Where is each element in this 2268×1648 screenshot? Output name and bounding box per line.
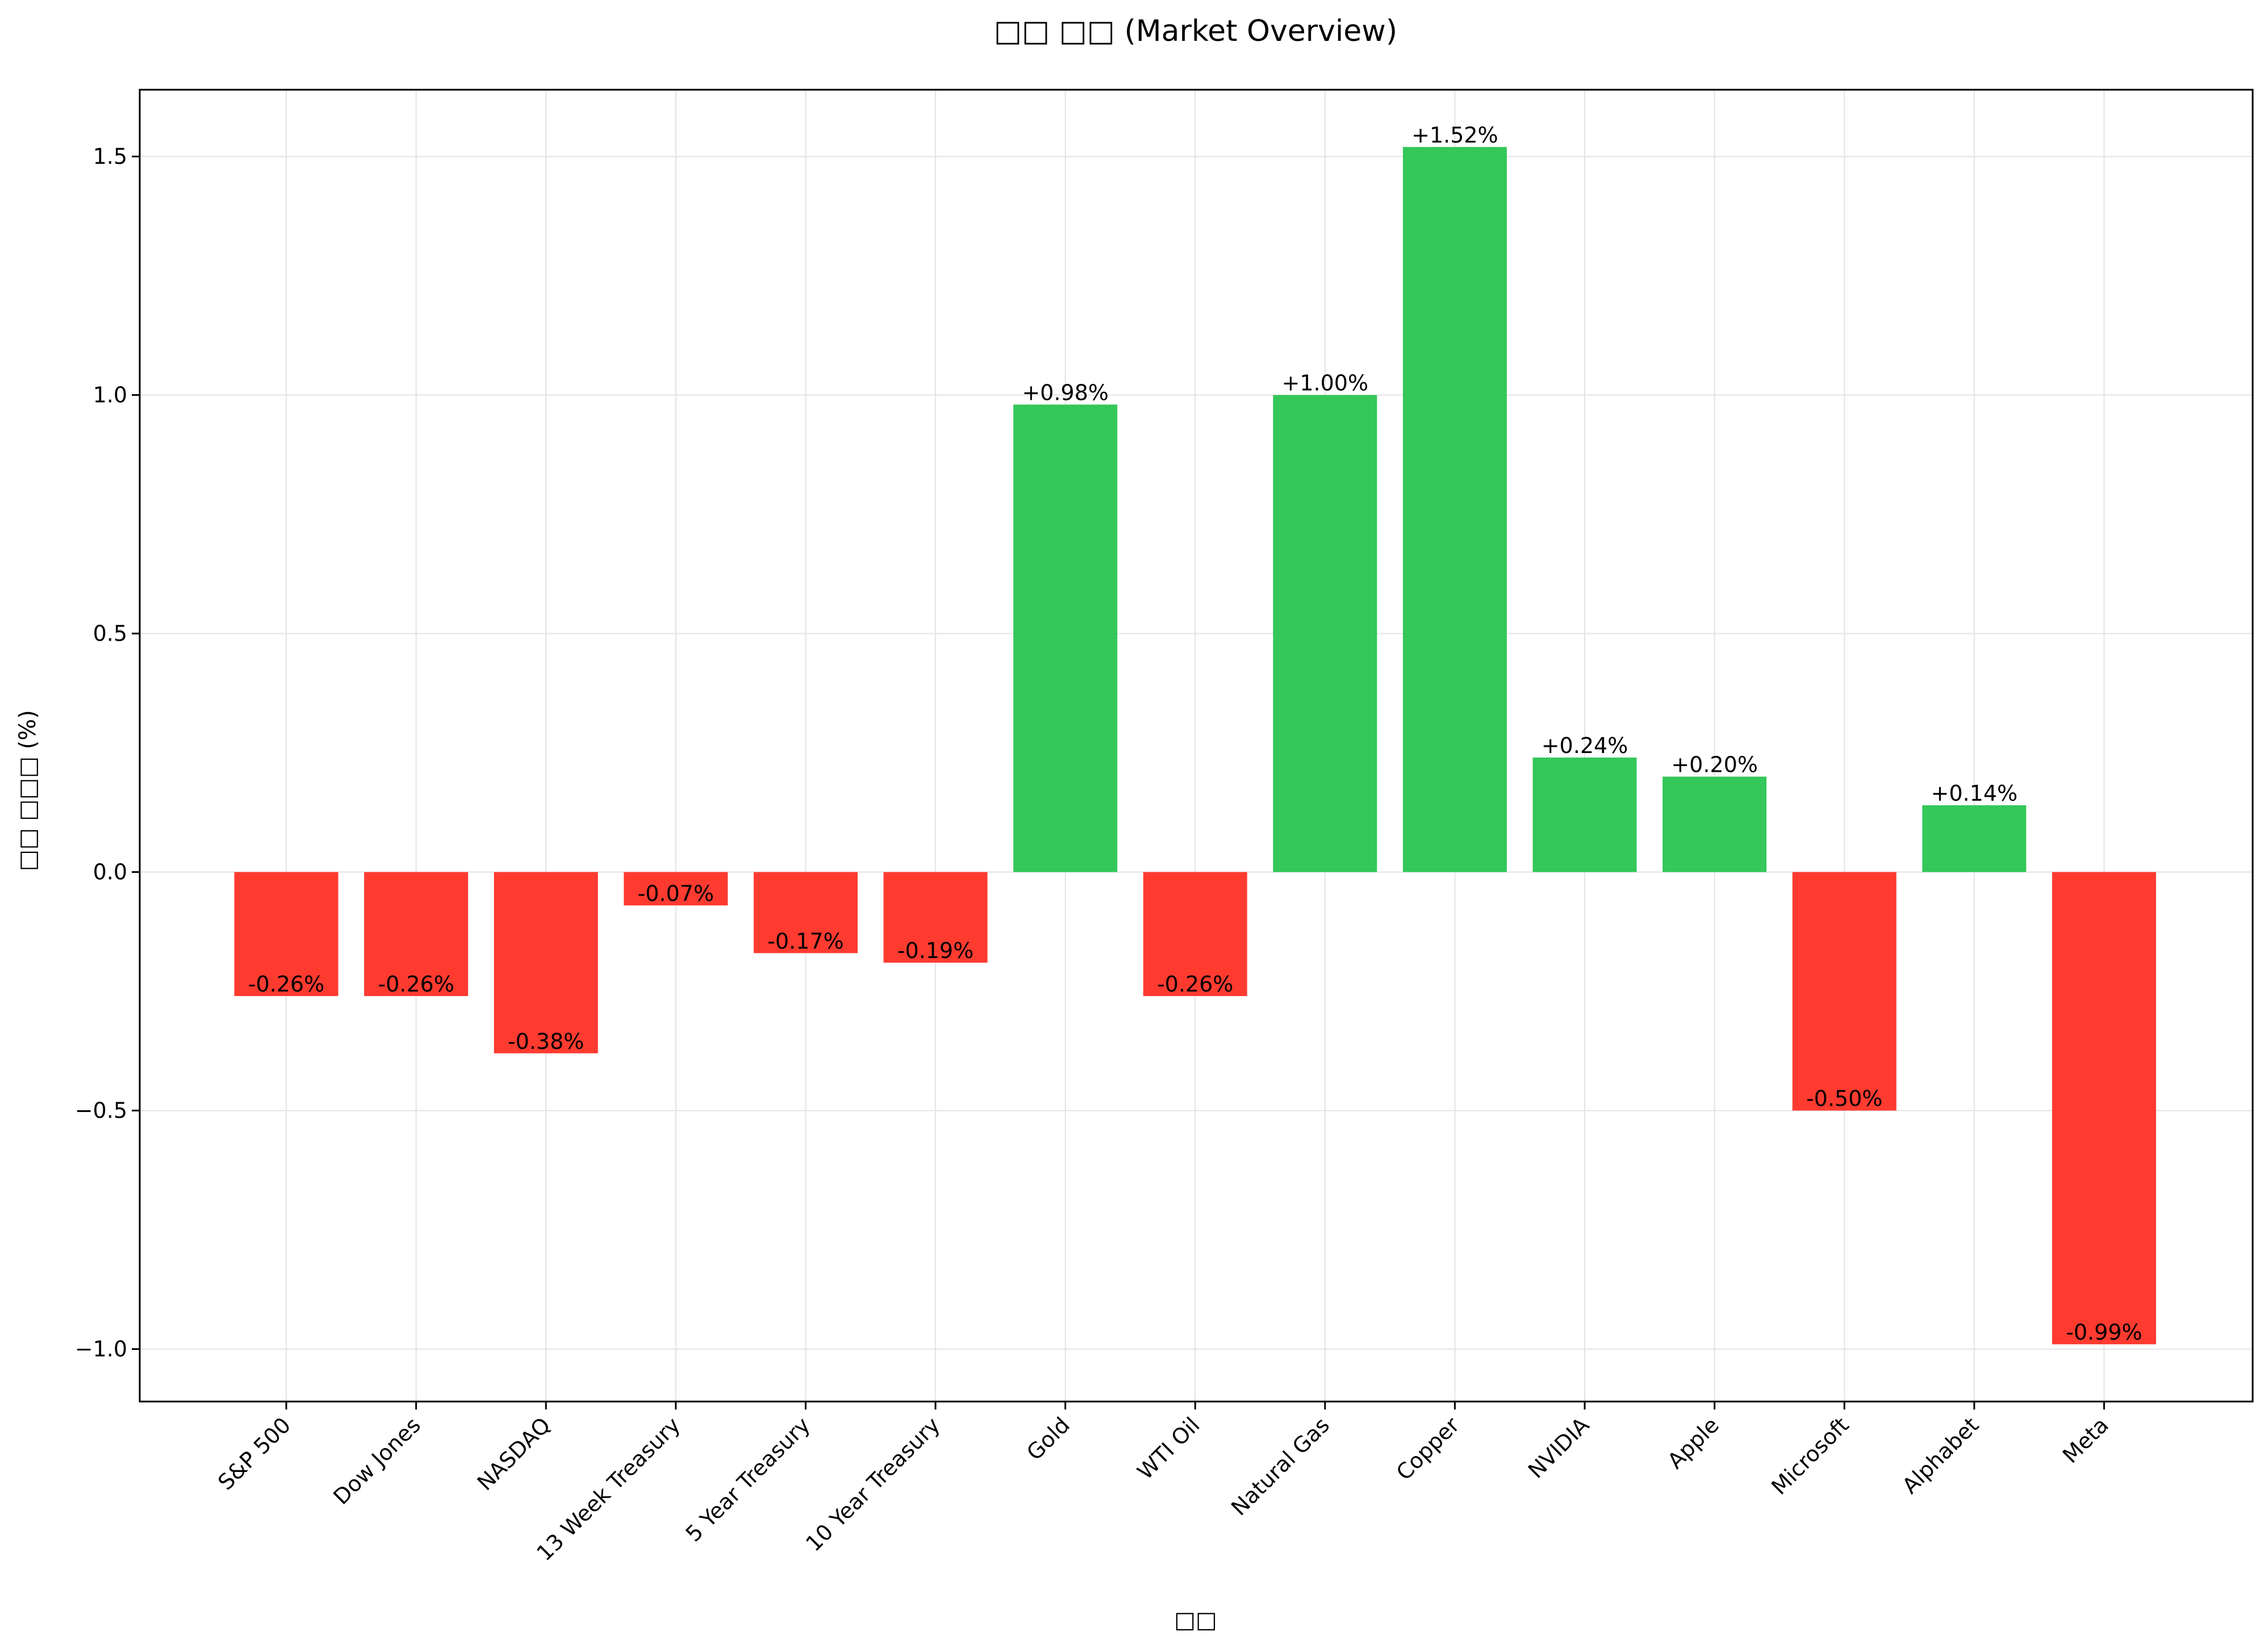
- bar: [364, 872, 469, 996]
- x-tick-label: Gold: [1022, 1412, 1075, 1465]
- bar: [1663, 776, 1767, 872]
- x-tick-label: Alphabet: [1898, 1412, 1984, 1499]
- data-label: -0.26%: [378, 972, 454, 997]
- x-tick-label: Meta: [2058, 1412, 2114, 1468]
- bar: [1143, 872, 1247, 996]
- x-tick-label: Natural Gas: [1226, 1412, 1334, 1520]
- bar: [1273, 395, 1377, 872]
- x-tick-label: Dow Jones: [328, 1412, 425, 1509]
- x-tick-label: Apple: [1663, 1412, 1724, 1474]
- data-label: -0.26%: [248, 972, 324, 997]
- x-tick-label: NASDAQ: [473, 1412, 555, 1495]
- y-tick-label: 1.0: [93, 383, 127, 408]
- bar: [1792, 872, 1897, 1111]
- y-tick-label: −0.5: [75, 1098, 127, 1123]
- bar: [2052, 872, 2156, 1345]
- bar: [1402, 147, 1507, 872]
- data-label: -0.99%: [2066, 1320, 2142, 1345]
- data-label: -0.50%: [1806, 1086, 1882, 1111]
- axes: [139, 89, 2254, 1403]
- data-label: +1.00%: [1282, 371, 1369, 396]
- x-tick-label: WTI Oil: [1133, 1412, 1205, 1484]
- x-axis-label: □□: [1174, 1607, 1217, 1633]
- data-label: -0.07%: [638, 881, 714, 906]
- x-tick-label: S&P 500: [213, 1412, 295, 1495]
- data-label: +1.52%: [1411, 123, 1498, 148]
- chart-title: □□ □□ (Market Overview): [994, 14, 1397, 48]
- data-label: -0.17%: [767, 928, 843, 953]
- x-tick-label: 10 Year Treasury: [801, 1412, 945, 1556]
- x-tick-label: 5 Year Treasury: [681, 1412, 815, 1546]
- data-label: +0.24%: [1542, 733, 1628, 758]
- y-tick-label: −1.0: [75, 1337, 127, 1362]
- data-label: -0.26%: [1157, 972, 1233, 997]
- bar: [624, 872, 728, 906]
- x-tick-label: Copper: [1392, 1412, 1464, 1485]
- x-tick-label: NVIDIA: [1523, 1412, 1594, 1483]
- x-tick-label: 13 Week Treasury: [532, 1412, 685, 1566]
- data-label: -0.38%: [508, 1029, 584, 1054]
- grid: [140, 90, 2253, 1402]
- data-label: -0.19%: [897, 938, 974, 963]
- x-tick-label: Microsoft: [1766, 1412, 1853, 1499]
- data-label: +0.98%: [1022, 380, 1109, 405]
- data-label: +0.20%: [1671, 752, 1758, 777]
- bar: [1922, 805, 2027, 872]
- y-tick-label: 0.0: [93, 860, 127, 885]
- y-axis-label: □□ □□□ (%): [15, 710, 41, 871]
- bar: [234, 872, 339, 996]
- data-label: +0.14%: [1931, 781, 2018, 806]
- data-labels: -0.26% -0.26% -0.38% -0.07% -0.17% -0.19% +0.9…: [248, 123, 2142, 1345]
- bar: [494, 872, 598, 1053]
- bar: [1013, 404, 1118, 872]
- bars: [234, 147, 2156, 1345]
- bar: [753, 872, 858, 953]
- y-ticks: −1.0 −0.5 0.0 0.5 1.0 1.5: [75, 144, 140, 1362]
- plot-frame: [139, 89, 2254, 1403]
- y-tick-label: 1.5: [93, 144, 127, 169]
- bar: [1532, 758, 1637, 872]
- y-tick-label: 0.5: [93, 621, 127, 646]
- bar: [883, 872, 988, 963]
